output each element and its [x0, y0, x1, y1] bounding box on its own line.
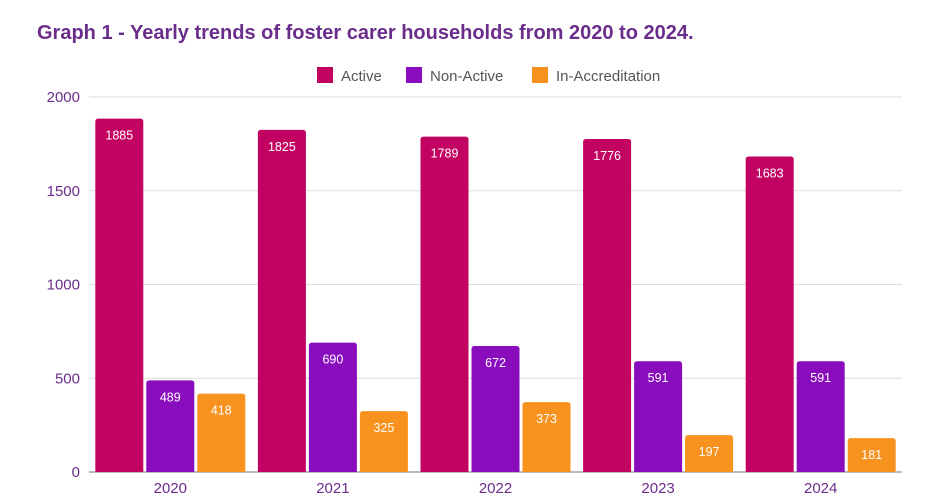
legend-label: Active	[341, 68, 382, 85]
bar-value-label: 591	[810, 371, 831, 385]
x-tick-label: 2020	[154, 480, 187, 497]
bar-value-label: 1885	[105, 129, 133, 143]
chart-title: Graph 1 - Yearly trends of foster carer …	[37, 22, 694, 44]
bar-value-label: 418	[211, 404, 232, 418]
bar-value-label: 181	[861, 448, 882, 462]
bar-value-label: 373	[536, 412, 557, 426]
y-tick-label: 1000	[47, 277, 80, 294]
bar	[420, 136, 469, 472]
bar-value-label: 489	[160, 390, 181, 404]
y-tick-label: 500	[55, 370, 80, 387]
bar	[522, 402, 571, 472]
bar	[359, 411, 408, 472]
bar	[583, 139, 632, 472]
x-axis: 2020 2021 2022 2023 2024	[154, 480, 838, 497]
bars: 1885 489 418 1825 690 325 1789 672 373 1776 591 197…	[95, 118, 896, 472]
x-tick-label: 2022	[479, 480, 512, 497]
bar	[197, 393, 246, 472]
bar-value-label: 1789	[431, 147, 459, 161]
bar	[847, 438, 896, 472]
bar-value-label: 325	[373, 421, 394, 435]
bar	[796, 361, 845, 472]
legend-label: Non-Active	[430, 68, 503, 85]
bar	[685, 435, 734, 472]
bar	[257, 129, 306, 472]
legend-label: In-Accreditation	[556, 68, 660, 85]
bar	[146, 380, 195, 472]
y-tick-label: 0	[72, 464, 80, 481]
y-tick-label: 1500	[47, 183, 80, 200]
x-tick-label: 2024	[804, 480, 837, 497]
y-axis: 0 500 1000 1500 2000	[47, 89, 80, 481]
bar-value-label: 672	[485, 356, 506, 370]
x-tick-label: 2023	[641, 480, 674, 497]
legend-swatch	[406, 67, 422, 83]
bar	[471, 346, 520, 472]
bar	[745, 156, 794, 472]
bar-value-label: 1776	[593, 149, 621, 163]
bar	[95, 118, 144, 472]
bar-value-label: 1825	[268, 140, 296, 154]
bar-value-label: 1683	[756, 166, 784, 180]
legend-swatch	[532, 67, 548, 83]
bar	[634, 361, 683, 472]
bar-value-label: 197	[699, 445, 720, 459]
bar	[308, 342, 357, 472]
legend-swatch	[317, 67, 333, 83]
bar-value-label: 591	[648, 371, 669, 385]
legend: Active Non-Active In-Accreditation	[317, 67, 660, 85]
x-tick-label: 2021	[316, 480, 349, 497]
bar-value-label: 690	[322, 353, 343, 367]
y-tick-label: 2000	[47, 89, 80, 106]
